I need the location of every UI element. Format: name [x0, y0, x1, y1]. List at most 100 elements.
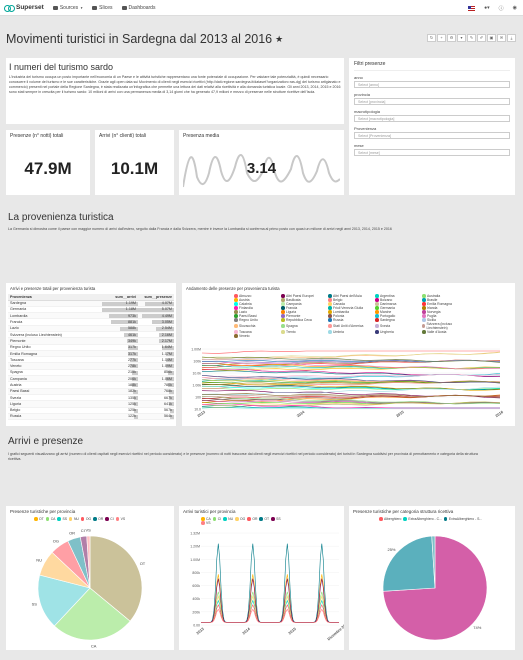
css-button[interactable]: ✎ [467, 34, 476, 42]
superset-logo[interactable]: Superset [4, 4, 44, 12]
legend-item[interactable]: Alberghiero [379, 517, 401, 521]
legend-item[interactable]: Sicilia [422, 318, 467, 322]
legend-item[interactable]: Stati Uniti d'America [328, 322, 373, 330]
filter-select-3[interactable]: Select [Provenienza] [354, 132, 510, 139]
pie-slice[interactable] [86, 535, 91, 589]
github-icon[interactable]: ◉ [512, 5, 517, 11]
nav-dashboards[interactable]: Dashboards [121, 5, 155, 11]
line-series [201, 350, 500, 354]
nav-slices[interactable]: Slices [92, 5, 113, 11]
legend-item[interactable]: Belgio [328, 298, 373, 302]
pie-slice[interactable] [382, 535, 436, 592]
legend-item[interactable]: Irlanda [422, 306, 467, 310]
legend-item[interactable]: VS [115, 517, 125, 521]
legend-item[interactable]: ExtraAlberghiero - C... [403, 517, 442, 521]
pie-slice[interactable] [89, 535, 143, 622]
pie-slice[interactable] [37, 574, 91, 627]
legend-item[interactable]: CI [212, 517, 221, 521]
legend-item[interactable]: SS [57, 517, 67, 521]
legend-item[interactable]: Brasile [422, 298, 467, 302]
legend-item[interactable]: Paesi Bassi [234, 314, 279, 318]
legend-item[interactable]: Australia [422, 294, 467, 298]
legend-item[interactable]: OR [93, 517, 103, 521]
add-slice-button[interactable]: + [437, 34, 446, 42]
favorite-star-icon[interactable]: ★ [275, 33, 284, 44]
legend-item[interactable]: Liguria [281, 310, 326, 314]
email-button[interactable]: ✉ [497, 34, 506, 42]
legend-item[interactable]: Norvegia [422, 310, 467, 314]
legend-item[interactable]: Lazio [234, 310, 279, 314]
legend-item[interactable]: Svizzera (incluso Liechtenstein) [422, 322, 467, 330]
legend-item[interactable]: Campania [281, 302, 326, 306]
legend-item[interactable]: Altri Paesi Europei [281, 294, 326, 298]
legend-item[interactable]: ExtraAlberghiero - S... [443, 517, 482, 521]
legend-item[interactable]: Svezia [375, 322, 420, 330]
legend-item[interactable]: Repubblica Ceca [281, 318, 326, 322]
legend-item[interactable]: CA [45, 517, 55, 521]
legend-item[interactable]: Ungheria [375, 330, 420, 334]
legend-item[interactable]: CI [105, 517, 114, 521]
table-header-cell[interactable]: sum__arrivi [102, 294, 138, 301]
edit-button[interactable]: ✐ [477, 34, 486, 42]
filter-button[interactable]: ▾ [457, 34, 466, 42]
filter-select-2[interactable]: Select [macrotipologia] [354, 115, 510, 122]
legend-item[interactable]: Danimarca [375, 302, 420, 306]
legend-item[interactable]: Veneto [234, 334, 279, 338]
pie-slice[interactable] [53, 587, 131, 641]
legend-item[interactable]: Canada [328, 302, 373, 306]
table-header-cell[interactable]: sum__presenze [138, 294, 174, 301]
legend-item[interactable]: Bolzano [375, 298, 420, 302]
legend-item[interactable]: Puglia [422, 314, 467, 318]
legend-item[interactable]: Toscana [234, 330, 279, 334]
filter-select-0[interactable]: Select [anno] [354, 81, 510, 88]
legend-item[interactable]: Piemonte [281, 314, 326, 318]
legend-item[interactable]: Russia [328, 318, 373, 322]
user-icon[interactable]: ●▾ [484, 5, 490, 11]
legend-item[interactable]: OG [235, 517, 245, 521]
legend-item[interactable]: Calabria [234, 302, 279, 306]
legend-item[interactable]: Germania [375, 306, 420, 310]
info-icon[interactable]: ⓘ [498, 5, 504, 12]
legend-item[interactable]: Sardegna [375, 318, 420, 322]
legend-item[interactable]: Abruzzo [234, 294, 279, 298]
legend-item[interactable]: OT [259, 517, 269, 521]
legend-item[interactable]: Altri Paesi dell'Asia [328, 294, 373, 298]
legend-item[interactable]: Marche [375, 310, 420, 314]
legend-item[interactable]: Slovacchia [234, 322, 279, 330]
legend-item[interactable]: Basilicata [281, 298, 326, 302]
download-button[interactable]: ⤓ [507, 34, 516, 42]
language-flag-icon[interactable] [468, 5, 476, 11]
legend-item[interactable]: Portogallo [375, 314, 420, 318]
legend-item[interactable]: Lombardia [328, 310, 373, 314]
legend-item[interactable]: OR [247, 517, 257, 521]
table-scroll[interactable]: Provenienza sum__arrivi sum__presenze Sard… [6, 294, 176, 424]
legend-item[interactable]: Valle d'Aosta [422, 330, 467, 334]
legend-item[interactable]: NU [223, 517, 233, 521]
filter-select-4[interactable]: Select [mese] [354, 149, 510, 156]
legend-item[interactable]: Regno Unito [234, 318, 279, 322]
settings-button[interactable]: ⚙ [447, 34, 456, 42]
pie-slice[interactable] [431, 535, 436, 589]
table-header-cell[interactable]: Provenienza [8, 294, 102, 301]
filter-select-1[interactable]: Select [provincia] [354, 98, 510, 105]
legend-item[interactable]: Spagna [281, 322, 326, 330]
save-button[interactable]: ▣ [487, 34, 496, 42]
refresh-button[interactable]: ↻ [427, 34, 436, 42]
nav-sources[interactable]: Sources ▼ [52, 5, 83, 11]
legend-label: Valle d'Aosta [427, 330, 447, 334]
legend-item[interactable]: Umbria [328, 330, 373, 334]
legend-item[interactable]: OG [80, 517, 91, 521]
legend-item[interactable]: Emilia Romagna [422, 302, 467, 306]
legend-item[interactable]: Polonia [328, 314, 373, 318]
legend-item[interactable]: OT [34, 517, 44, 521]
legend-item[interactable]: CA [201, 517, 211, 521]
legend-item[interactable]: Austria [234, 298, 279, 302]
legend-item[interactable]: Argentina [375, 294, 420, 298]
legend-item[interactable]: SS [271, 517, 281, 521]
legend-item[interactable]: Francia [281, 306, 326, 310]
legend-item[interactable]: Trento [281, 330, 326, 334]
legend-item[interactable]: Finlandia [234, 306, 279, 310]
legend-item[interactable]: Friuli Venezia Giulia [328, 306, 373, 310]
legend-item[interactable]: NU [68, 517, 79, 521]
legend-item[interactable]: VS [201, 521, 211, 525]
